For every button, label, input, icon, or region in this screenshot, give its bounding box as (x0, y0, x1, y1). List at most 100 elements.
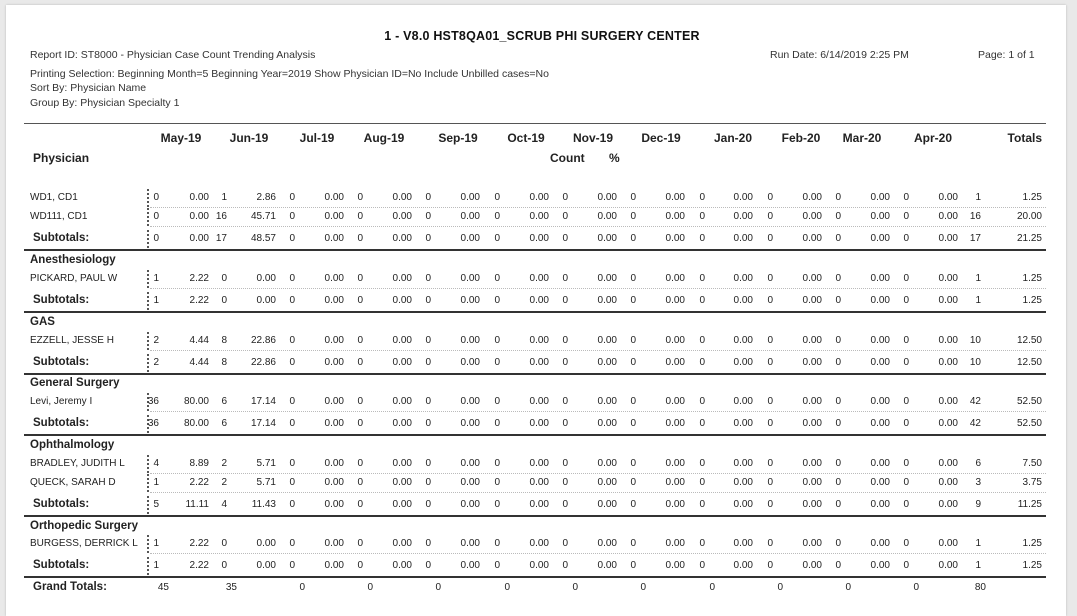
percent-cell: 0.00 (665, 335, 685, 346)
count-cell: 0 (221, 273, 227, 284)
count-cell: 0 (630, 192, 636, 203)
count-cell: 16 (215, 211, 227, 222)
group-by: Group By: Physician Specialty 1 (30, 97, 180, 109)
percent-cell: 0.00 (460, 273, 480, 284)
count-cell: 0 (699, 335, 705, 346)
count-cell: 0 (903, 295, 909, 306)
month-header: Mar-20 (842, 131, 882, 145)
count-cell: 0 (425, 233, 431, 244)
percent-cell: 0.00 (529, 538, 549, 549)
percent-cell: 2.22 (189, 273, 209, 284)
month-header: Aug-19 (363, 131, 405, 145)
percent-cell: 0.00 (870, 273, 890, 284)
percent-cell: 0.00 (597, 295, 617, 306)
percent-cell: 0.00 (938, 499, 958, 510)
percent-cell: 0.00 (733, 499, 753, 510)
count-cell: 0 (425, 538, 431, 549)
percent-cell: 0.00 (597, 396, 617, 407)
percent-cell: 0.00 (324, 396, 344, 407)
percent-cell: 0.00 (870, 458, 890, 469)
count-cell: 0 (767, 295, 773, 306)
count-cell: 0 (153, 192, 159, 203)
count-cell: 2 (153, 357, 159, 368)
count-cell: 0 (835, 538, 841, 549)
percent-cell: 0.00 (256, 538, 276, 549)
percent-cell: 2.86 (256, 192, 276, 203)
group-header: Orthopedic Surgery (30, 520, 138, 532)
percent-cell: 0.00 (597, 273, 617, 284)
percent-cell: 0.00 (938, 418, 958, 429)
percent-cell: 1.25 (1022, 560, 1042, 571)
count-cell: 0 (903, 357, 909, 368)
percent-cell: 80.00 (183, 418, 209, 429)
percent-cell: 2.22 (189, 477, 209, 488)
percent-cell: 2.22 (189, 295, 209, 306)
count-cell: 0 (289, 560, 295, 571)
count-cell: 0 (289, 396, 295, 407)
count-cell: 0 (357, 458, 363, 469)
count-cell: 0 (767, 211, 773, 222)
count-cell: 0 (357, 396, 363, 407)
count-cell: 0 (357, 192, 363, 203)
subtotal-divider (24, 515, 1046, 517)
count-cell: 0 (562, 211, 568, 222)
grand-total-cell: 0 (640, 582, 646, 593)
percent-cell: 0.00 (324, 560, 344, 571)
count-cell: 0 (767, 396, 773, 407)
count-cell: 0 (357, 233, 363, 244)
percent-cell: 0.00 (802, 335, 822, 346)
percent-cell: 0.00 (597, 538, 617, 549)
count-cell: 0 (425, 499, 431, 510)
grand-total-cell: 0 (913, 582, 919, 593)
count-cell: 0 (425, 396, 431, 407)
percent-cell: 52.50 (1016, 396, 1042, 407)
count-cell: 0 (494, 211, 500, 222)
count-cell: 0 (699, 499, 705, 510)
percent-cell: 1.25 (1022, 295, 1042, 306)
percent-cell: 0.00 (597, 192, 617, 203)
count-cell: 0 (903, 192, 909, 203)
count-cell: 8 (221, 335, 227, 346)
row-divider (150, 492, 1046, 493)
column-separator (147, 455, 149, 473)
count-cell: 0 (903, 538, 909, 549)
percent-cell: 0.00 (324, 233, 344, 244)
count-cell: 0 (630, 211, 636, 222)
count-cell: 0 (562, 357, 568, 368)
month-header: Apr-20 (913, 131, 952, 145)
percent-cell: 0.00 (460, 335, 480, 346)
count-cell: 0 (630, 273, 636, 284)
count-cell: 36 (147, 418, 159, 429)
grand-total-cell: 80 (974, 582, 986, 593)
percent-cell: 0.00 (597, 560, 617, 571)
count-cell: 0 (767, 560, 773, 571)
percent-cell: 0.00 (597, 477, 617, 488)
count-cell: 0 (357, 560, 363, 571)
count-cell: 0 (289, 211, 295, 222)
percent-cell: 0.00 (529, 335, 549, 346)
group-header: Anesthesiology (30, 254, 116, 266)
count-cell: 0 (630, 538, 636, 549)
percent-cell: 0.00 (733, 458, 753, 469)
percent-cell: 0.00 (189, 233, 209, 244)
count-cell: 0 (767, 192, 773, 203)
percent-cell: 0.00 (392, 211, 412, 222)
count-cell: 0 (289, 233, 295, 244)
percent-cell: 0.00 (665, 233, 685, 244)
percent-cell: 1.25 (1022, 192, 1042, 203)
percent-cell: 0.00 (392, 499, 412, 510)
count-cell: 0 (835, 273, 841, 284)
count-cell: 0 (494, 499, 500, 510)
percent-cell: 0.00 (733, 192, 753, 203)
row-divider (150, 411, 1046, 412)
percent-cell: 5.71 (256, 458, 276, 469)
count-cell: 0 (699, 233, 705, 244)
count-cell: 0 (425, 560, 431, 571)
percent-cell: 0.00 (460, 458, 480, 469)
percent-cell: 0.00 (529, 211, 549, 222)
percent-cell: 0.00 (597, 211, 617, 222)
percent-cell: 0.00 (392, 560, 412, 571)
percent-cell: 0.00 (460, 357, 480, 368)
count-cell: 0 (835, 560, 841, 571)
count-cell: 0 (494, 458, 500, 469)
